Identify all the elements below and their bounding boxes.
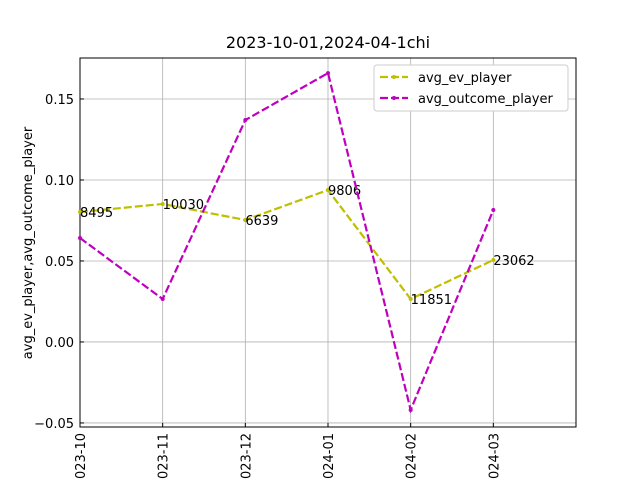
point	[408, 297, 413, 302]
point	[78, 210, 82, 215]
series-line	[79, 71, 495, 414]
x-tick-label: 2024-01	[322, 433, 337, 480]
legend-marker	[392, 96, 396, 100]
point	[326, 71, 330, 76]
y-tick-label: 0.05	[45, 255, 74, 270]
series-line	[79, 188, 494, 301]
legend-label: avg_ev_player	[418, 71, 512, 86]
point	[160, 297, 165, 302]
legend-box	[373, 64, 569, 112]
x-tick-label: 2023-12	[239, 433, 254, 480]
point	[78, 235, 82, 240]
point	[408, 407, 413, 412]
x-tick-label: 2024-02	[405, 433, 420, 480]
x-tick-label: 2024-03	[487, 433, 502, 480]
y-tick-label: 0.10	[45, 174, 74, 189]
y-tick-label: 0.15	[45, 93, 74, 108]
x-tick-label: 2023-11	[157, 433, 172, 480]
point	[326, 188, 330, 193]
x-tick-label: 2023-10	[74, 433, 89, 480]
point	[243, 217, 248, 222]
chart-title: 2023-10-01,2024-04-1chi	[226, 33, 430, 52]
legend-label: avg_outcome_player	[418, 92, 553, 107]
y-tick-label: −0.05	[34, 417, 74, 432]
point-label: 6639	[245, 214, 278, 229]
legend-marker	[392, 75, 396, 79]
point-label: 23062	[493, 254, 534, 269]
y-tick-label: 0.00	[45, 336, 74, 351]
point	[491, 257, 496, 262]
point-label: 8495	[80, 206, 113, 221]
point-label: 11851	[411, 293, 452, 308]
point-label: 9806	[328, 184, 361, 199]
point	[491, 207, 496, 212]
plot-frame	[79, 57, 577, 428]
point	[243, 118, 248, 123]
y-axis-label: avg_ev_player,avg_outcome_player	[21, 126, 36, 359]
point	[160, 201, 165, 206]
point-label: 10030	[163, 198, 204, 213]
